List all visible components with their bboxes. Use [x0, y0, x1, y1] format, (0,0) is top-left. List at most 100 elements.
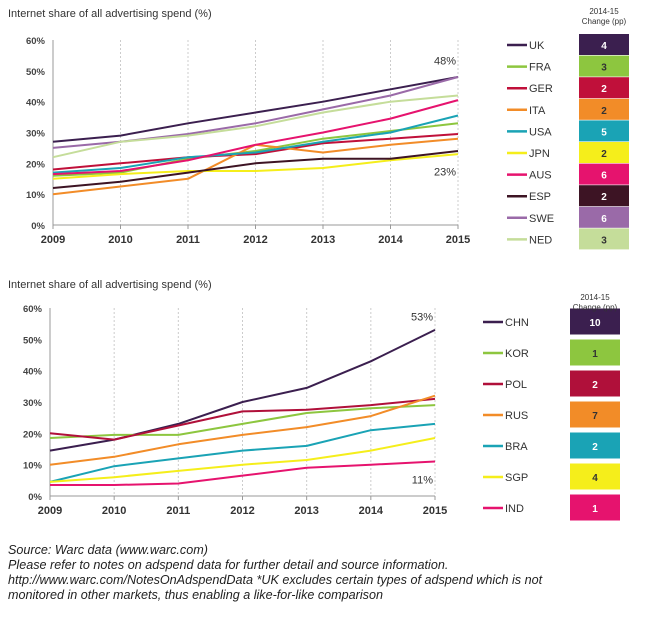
x-tick-label: 2009 — [41, 234, 65, 246]
change-box — [579, 185, 629, 207]
y-tick-label: 50% — [23, 335, 43, 346]
x-tick-label: 2013 — [294, 505, 318, 517]
legend-label: RUS — [505, 410, 528, 422]
legend-label: UK — [529, 40, 545, 52]
y-tick-label: 20% — [26, 159, 46, 170]
x-tick-label: 2012 — [230, 505, 254, 517]
legend-label: GER — [529, 83, 553, 95]
x-tick-label: 2013 — [311, 234, 335, 246]
change-value: 1 — [592, 504, 598, 515]
y-tick-label: 30% — [23, 398, 43, 409]
change-value: 5 — [601, 127, 607, 138]
x-tick-label: 2009 — [38, 505, 62, 517]
annotation-low: 11% — [412, 474, 433, 486]
x-tick-label: 2011 — [166, 505, 190, 517]
series-line-rus — [49, 394, 436, 466]
legend-label: JPN — [529, 148, 550, 160]
note-line-2[interactable]: http://www.warc.com/NotesOnAdspendData *… — [8, 573, 543, 587]
legend-label: NED — [529, 234, 552, 246]
x-tick-label: 2014 — [378, 234, 403, 246]
change-header: 2014-15 — [580, 293, 610, 302]
legend-label: SGP — [505, 472, 528, 484]
x-tick-label: 2014 — [359, 505, 384, 517]
change-value: 2 — [592, 442, 598, 453]
annotation-low: 23% — [434, 167, 456, 179]
change-value: 4 — [592, 473, 598, 484]
series-line-jpn — [52, 153, 459, 180]
chart-top: Internet share of all advertising spend … — [8, 7, 629, 250]
change-box — [570, 339, 620, 366]
series-line-aus — [52, 99, 459, 176]
chart-title: Internet share of all advertising spend … — [8, 8, 212, 20]
legend-label: USA — [529, 126, 552, 138]
legend-label: SWE — [529, 213, 554, 225]
series-line-sgp — [49, 437, 436, 483]
y-tick-label: 50% — [26, 67, 46, 78]
legend-label: POL — [505, 379, 527, 391]
legend-label: ITA — [529, 105, 546, 117]
legend-label: ESP — [529, 191, 551, 203]
y-tick-label: 30% — [26, 129, 46, 140]
change-header: 2014-15 — [589, 7, 619, 16]
series-line-ger — [52, 133, 459, 171]
y-tick-label: 40% — [23, 367, 43, 378]
change-value: 1 — [592, 349, 598, 360]
change-value: 2 — [601, 149, 607, 160]
change-value: 7 — [592, 411, 598, 422]
change-box — [579, 98, 629, 120]
change-value: 2 — [601, 84, 607, 95]
change-value: 6 — [601, 214, 607, 225]
y-tick-label: 0% — [31, 221, 45, 232]
series-line-kor — [49, 404, 436, 439]
y-tick-label: 60% — [26, 36, 46, 47]
legend-label: IND — [505, 503, 524, 515]
change-box — [579, 228, 629, 250]
y-tick-label: 40% — [26, 98, 46, 109]
change-value: 3 — [601, 63, 607, 74]
series-line-usa — [52, 114, 459, 174]
change-box — [570, 370, 620, 397]
annotation-high: 48% — [434, 56, 456, 68]
note-line-1: Please refer to notes on adspend data fo… — [8, 558, 449, 572]
change-value: 2 — [601, 192, 607, 203]
chart-bottom: Internet share of all advertising spend … — [8, 279, 620, 521]
change-box — [579, 55, 629, 77]
y-tick-label: 10% — [26, 190, 46, 201]
change-box — [570, 463, 620, 490]
change-value: 2 — [592, 380, 598, 391]
x-tick-label: 2011 — [176, 234, 200, 246]
change-box — [570, 401, 620, 428]
change-value: 2 — [601, 106, 607, 117]
legend-label: FRA — [529, 62, 552, 74]
change-box — [570, 308, 620, 335]
x-tick-label: 2012 — [243, 234, 267, 246]
legend-label: KOR — [505, 348, 529, 360]
change-header: Change (pp) — [573, 303, 618, 312]
legend-label: CHN — [505, 317, 529, 329]
annotation-high: 53% — [411, 312, 433, 324]
x-tick-label: 2015 — [446, 234, 470, 246]
note-line-3: monitored in other markets, thus enablin… — [8, 588, 383, 602]
change-box — [579, 142, 629, 163]
change-box — [570, 494, 620, 521]
series-line-ned — [52, 94, 459, 159]
change-value: 3 — [601, 235, 607, 246]
y-tick-label: 10% — [23, 461, 43, 472]
series-line-ind — [50, 460, 436, 486]
change-header: Change (pp) — [582, 17, 627, 26]
series-line-bra — [49, 422, 436, 483]
change-value: 10 — [589, 318, 601, 329]
y-tick-label: 60% — [23, 304, 43, 315]
legend-label: AUS — [529, 170, 552, 182]
source-note: Source: Warc data (www.warc.com) — [8, 543, 208, 557]
change-box — [579, 120, 629, 142]
x-tick-label: 2010 — [102, 505, 126, 517]
series-line-esp — [52, 150, 459, 189]
change-box — [570, 432, 620, 459]
change-box — [579, 163, 629, 185]
y-tick-label: 20% — [23, 429, 43, 440]
series-line-pol — [49, 397, 436, 441]
change-box — [579, 34, 629, 55]
y-tick-label: 0% — [28, 492, 42, 503]
change-box — [579, 77, 629, 99]
